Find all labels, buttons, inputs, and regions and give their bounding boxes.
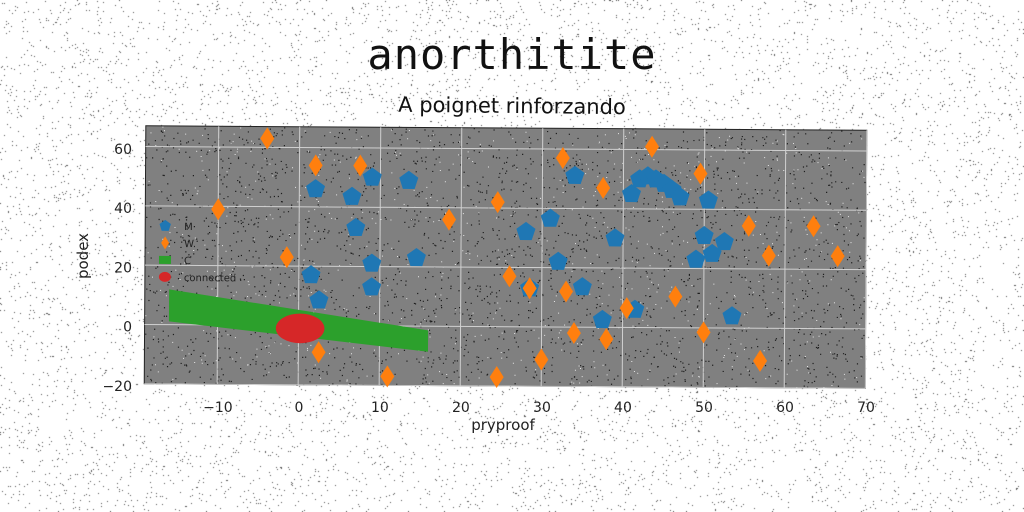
point-w [566, 322, 581, 345]
legend-label: C [184, 256, 191, 267]
point-w [380, 365, 395, 388]
legend-label: W. [184, 239, 196, 250]
point-w [645, 135, 660, 158]
point-m [362, 167, 382, 186]
grid-line-x [783, 129, 787, 388]
grid-line-x [540, 128, 544, 387]
grid-line-y [144, 383, 866, 389]
point-m [572, 277, 592, 296]
point-w [502, 265, 517, 288]
point-w [279, 246, 294, 269]
point-m [622, 183, 642, 203]
point-w [741, 214, 756, 237]
point-m [399, 170, 419, 189]
y-tick-labels: −20 0 20 40 60 [102, 142, 132, 395]
point-w [308, 154, 323, 177]
point-m [362, 277, 382, 296]
point-m [702, 243, 722, 262]
point-m [309, 290, 329, 309]
grid-line-y [145, 205, 867, 211]
point-w [353, 154, 368, 177]
point-m [694, 226, 714, 245]
point-w [693, 162, 708, 185]
point-w [830, 245, 845, 268]
point-m [540, 208, 560, 227]
point-m [686, 249, 706, 268]
point-w [668, 285, 683, 308]
legend-marker-m [159, 219, 171, 231]
point-w [211, 198, 226, 221]
x-tick-label: 0 [294, 400, 303, 416]
point-m [548, 251, 568, 270]
point-m [670, 187, 690, 206]
point-w [806, 215, 821, 238]
point-w [489, 366, 504, 389]
grid-line-y [145, 146, 867, 152]
point-w [559, 280, 574, 303]
y-tick-label: −20 [102, 379, 132, 395]
y-tick-label: 20 [114, 260, 132, 276]
chart-title: anorthitite [367, 30, 657, 79]
legend-marker-c [158, 255, 172, 264]
x-tick-label: 10 [371, 400, 389, 416]
point-m [605, 228, 625, 247]
point-w [490, 191, 505, 214]
y-tick-label: 40 [114, 201, 132, 217]
x-tick-labels: −10 0 10 20 30 40 50 60 70 [203, 400, 875, 416]
x-tick-label: 20 [452, 400, 470, 416]
legend-label: connected [184, 273, 236, 284]
blob-mark [275, 313, 325, 344]
grid-line-x [864, 130, 868, 389]
point-m [301, 265, 321, 284]
point-m [592, 309, 612, 329]
point-m [362, 253, 382, 272]
point-w [761, 244, 776, 267]
x-axis-label: pryproof [471, 416, 535, 434]
y-tick-label: 0 [123, 320, 132, 336]
point-m [698, 190, 718, 209]
point-w [522, 277, 537, 300]
legend-marker-w [161, 236, 170, 250]
x-tick-label: −10 [203, 400, 233, 416]
x-tick-label: 50 [695, 400, 713, 416]
y-axis-label: podex [74, 233, 92, 279]
x-tick-label: 60 [776, 400, 794, 416]
grid-line-x [621, 128, 625, 387]
point-w [753, 349, 768, 372]
data-marks [168, 127, 845, 389]
point-w [534, 348, 549, 371]
grid-line-x [216, 126, 220, 385]
grid-line-x [459, 127, 463, 386]
legend-label: M [184, 222, 193, 233]
point-m [406, 247, 426, 267]
point-m [714, 232, 734, 251]
x-tick-label: 30 [533, 400, 551, 416]
point-m [346, 217, 366, 237]
point-m [342, 186, 362, 205]
x-tick-label: 40 [614, 400, 632, 416]
point-w [311, 341, 326, 364]
point-m [306, 179, 326, 198]
x-tick-label: 70 [857, 400, 875, 416]
grid-line-y [144, 264, 866, 271]
legend-marker-connected [158, 271, 171, 282]
point-m [722, 306, 742, 325]
point-m [565, 165, 585, 184]
point-m [516, 221, 536, 241]
point-w [555, 147, 570, 170]
point-w [442, 208, 457, 231]
point-w [599, 328, 614, 351]
y-tick-label: 60 [114, 142, 132, 158]
point-w [696, 321, 711, 344]
point-w [619, 297, 634, 320]
point-w [596, 176, 611, 199]
point-w [260, 127, 275, 150]
